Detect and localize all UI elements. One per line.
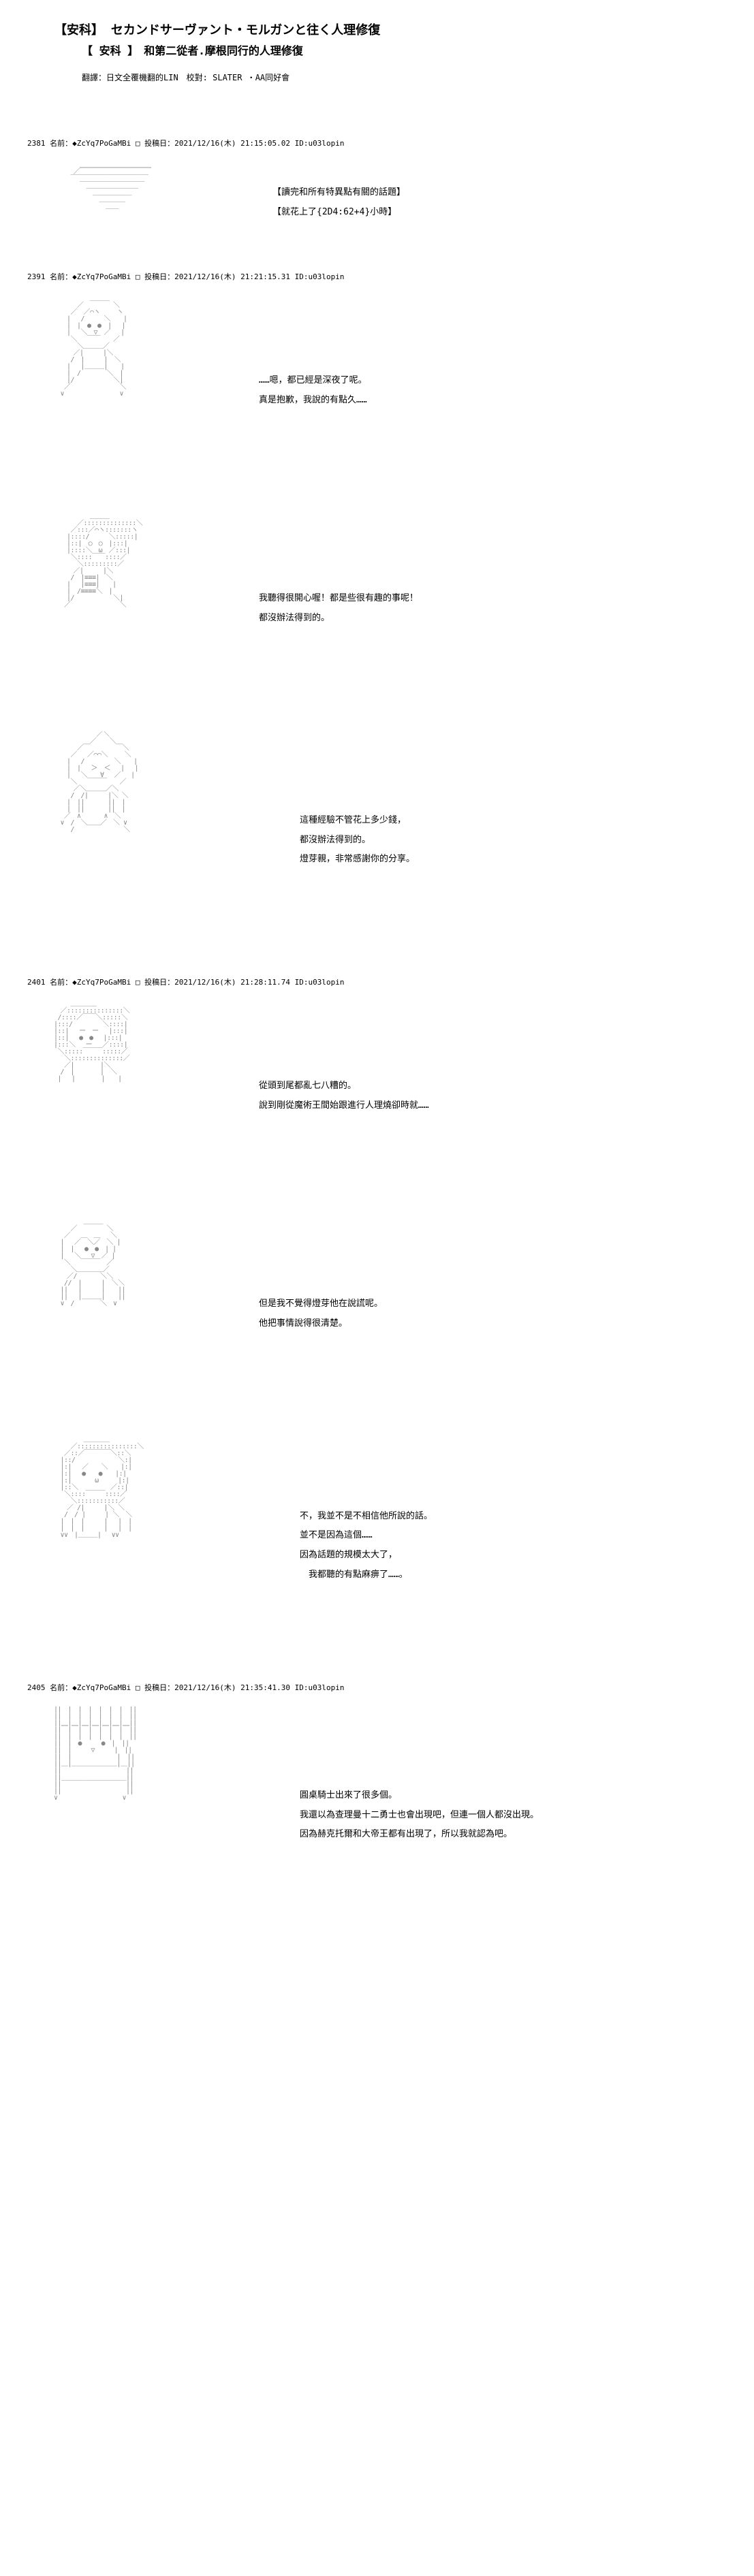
post-body: ＿＿＿＿ ／::::::::::::::::＼ ／::／￣￣￣￣＼::＼ |::… [27, 1437, 727, 1655]
dialogue-line: 說到剛從魔術王間始跟進行人理燒卻時就…… [259, 1096, 429, 1116]
dialogue-block: 從頭到尾都亂七八糟的。說到剛從魔術王間始跟進行人理燒卻時就…… [259, 1077, 429, 1115]
ascii-art: ＿＿＿＿＿＿＿＿＿＿＿ ／￣￣￣￣￣￣￣￣￣￣￣ ￣￣￣￣￣￣￣￣￣￣￣￣ ￣￣… [41, 162, 232, 244]
dialogue-block: 【讀完和所有特異點有關的話題】【就花上了{2D4:62+4}小時】 [272, 183, 405, 222]
post-header: 2391 名前：◆ZcYq7PoGaMBi □ 投稿日：2021/12/16(木… [27, 271, 727, 282]
ascii-art: ＿＿＿ ／ ＼ ／ ＿ ＿ ＼ | ／ ＼／ ＼ | | | ● ● | | |… [41, 1219, 218, 1410]
dialogue-block: 我聽得很開心喔！都是些很有趣的事呢！都沒辦法得到的。 [259, 589, 418, 628]
ascii-art: || | | | | | | || || | | | | | | || ||＿|… [41, 1706, 259, 1924]
dialogue-block: 圓桌騎士出來了很多個。我還以為查理曼十二勇士也會出現吧，但連一個人都沒出現。因為… [300, 1786, 539, 1845]
dialogue-block: 不，我並不是不相信他所說的話。並不是因為這個……因為話題的規模太大了， 我都聽的… [300, 1507, 433, 1585]
post-body: ＿＿＿＿ ／:::::::::::::::＼ /::::／￣￣＼:::::＼ |… [27, 1001, 727, 1192]
dialogue-line: 【讀完和所有特異點有關的話題】 [272, 183, 405, 203]
ascii-art: ＿＿＿＿ ／::::::::::::::::＼ ／::／￣￣￣￣＼::＼ |::… [41, 1437, 259, 1655]
post-body: ＿＿＿＿＿＿＿＿＿＿＿ ／￣￣￣￣￣￣￣￣￣￣￣ ￣￣￣￣￣￣￣￣￣￣￣￣ ￣￣… [27, 162, 727, 244]
dialogue-line: 因為赫克托爾和大帝王都有出現了，所以我就認為吧。 [300, 1825, 539, 1845]
post-header: 2405 名前：◆ZcYq7PoGaMBi □ 投稿日：2021/12/16(木… [27, 1682, 727, 1693]
dialogue-line: 從頭到尾都亂七八糟的。 [259, 1077, 429, 1096]
ascii-art: ＿＿＿＿ ／:::::::::::::::＼ /::::／￣￣＼:::::＼ |… [41, 1001, 218, 1192]
post-body: || | | | | | | || || | | | | | | || ||＿|… [27, 1706, 727, 1924]
post-body: ＿＿＿ ／::::::::::::::＼ ／:::／⌒ヽ:::::::ヽ |::… [27, 513, 727, 704]
dialogue-line: 我還以為查理曼十二勇士也會出現吧，但連一個人都沒出現。 [300, 1806, 539, 1826]
dialogue-line: 圓桌騎士出來了很多個。 [300, 1786, 539, 1806]
posts-container: 2381 名前：◆ZcYq7PoGaMBi □ 投稿日：2021/12/16(木… [27, 138, 727, 1924]
credits: 翻譯：日文全覆機翻的LIN 校對: SLATER ・AA同好會 [82, 71, 727, 83]
title-main: 【安科】 セカンドサーヴァント・モルガンと往く人理修復 [54, 20, 727, 38]
title-sub: 【 安科 】 和第二從者.摩根同行的人理修復 [82, 42, 727, 58]
dialogue-line: 因為話題的規模太大了， [300, 1546, 433, 1565]
ascii-art: ＿＿＿ ／ ＼ ／ ／⌒ヽ ヽ | / ＼ | | | ● ● | | | ＼ … [41, 296, 218, 486]
dialogue-line: 我都聽的有點麻痹了……。 [300, 1565, 433, 1585]
dialogue-line: 我聽得很開心喔！都是些很有趣的事呢！ [259, 589, 418, 609]
dialogue-line: 不，我並不是不相信他所說的話。 [300, 1507, 433, 1527]
post-body: ＿＿＿ ／ ＼ ／ ＿ ＿ ＼ | ／ ＼／ ＼ | | | ● ● | | |… [27, 1219, 727, 1410]
dialogue-line: 都沒辦法得到的。 [300, 831, 415, 850]
post-body: ＿＿＿ ／ ＼ ／ ／⌒ヽ ヽ | / ＼ | | | ● ● | | | ＼ … [27, 296, 727, 486]
ascii-art: ／＼ ／ ＼ ／￣ ￣＼ ／ ／⌒⌒＼ ＼ | / ＼ | | | ＞ ＜ | … [41, 731, 259, 949]
dialogue-line: 這種經驗不管花上多少錢， [300, 811, 415, 831]
dialogue-line: 都沒辦法得到的。 [259, 609, 418, 629]
dialogue-line: 燈芽親，非常感謝你的分享。 [300, 850, 415, 870]
dialogue-line: ……嗯，都已經是深夜了呢。 [259, 371, 367, 391]
dialogue-line: 真是抱歉，我說的有點久…… [259, 391, 367, 411]
dialogue-block: 這種經驗不管花上多少錢，都沒辦法得到的。燈芽親，非常感謝你的分享。 [300, 811, 415, 870]
post-body: ／＼ ／ ＼ ／￣ ￣＼ ／ ／⌒⌒＼ ＼ | / ＼ | | | ＞ ＜ | … [27, 731, 727, 949]
dialogue-line: 並不是因為這個…… [300, 1526, 433, 1546]
dialogue-line: 他把事情說得很清楚。 [259, 1314, 383, 1334]
dialogue-line: 【就花上了{2D4:62+4}小時】 [272, 203, 405, 223]
ascii-art: ＿＿＿ ／::::::::::::::＼ ／:::／⌒ヽ:::::::ヽ |::… [41, 513, 218, 704]
dialogue-line: 但是我不覺得燈芽他在說謊呢。 [259, 1294, 383, 1314]
dialogue-block: ……嗯，都已經是深夜了呢。真是抱歉，我說的有點久…… [259, 371, 367, 410]
dialogue-block: 但是我不覺得燈芽他在說謊呢。他把事情說得很清楚。 [259, 1294, 383, 1333]
post-header: 2381 名前：◆ZcYq7PoGaMBi □ 投稿日：2021/12/16(木… [27, 138, 727, 148]
post-header: 2401 名前：◆ZcYq7PoGaMBi □ 投稿日：2021/12/16(木… [27, 976, 727, 987]
